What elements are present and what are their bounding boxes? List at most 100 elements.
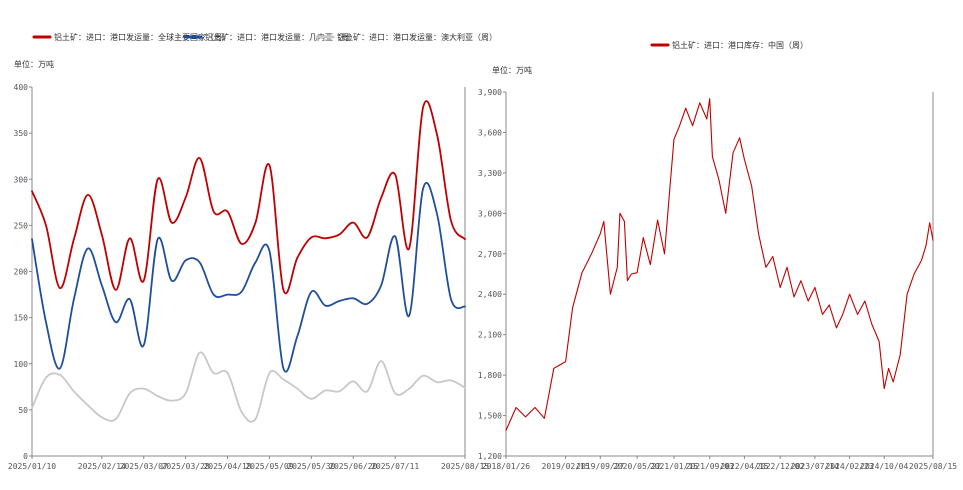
left-series-3-point [143, 388, 145, 390]
left-series-3-point [241, 411, 243, 413]
right-series-1-point [906, 293, 908, 295]
left-series-3-point [283, 379, 285, 381]
right-y-tick-label: 3,600 [478, 128, 502, 137]
left-series-2-point [241, 291, 243, 293]
right-series-1-point [793, 296, 795, 298]
left-series-1-point [366, 237, 368, 239]
right-series-1-point [664, 253, 666, 255]
left-x-tick-label: 2025/05/09 [245, 462, 293, 471]
left-series-3-point [45, 377, 47, 379]
right-series-lines [505, 98, 934, 431]
left-y-tick-label: 200 [14, 268, 29, 277]
left-series-3-point [464, 387, 466, 389]
left-series-2-point [283, 368, 285, 370]
left-series-1-point [227, 211, 229, 213]
left-series-2-point [422, 188, 424, 190]
left-legend-item[interactable]: 铝土矿：进口：港口发运量：几内亚（周） [183, 32, 357, 42]
left-x-tick-label: 2025/01/10 [8, 462, 56, 471]
left-legend-item[interactable]: 铝土矿：进口：港口发运量：全球主要国家（周） [32, 32, 230, 42]
right-series-1-point [800, 280, 802, 282]
left-series-2-point [59, 368, 61, 370]
left-series-3-point [129, 393, 131, 395]
right-series-1-point [624, 221, 626, 223]
right-series-1-point [921, 260, 923, 262]
left-series-3-point [422, 375, 424, 377]
right-series-line-1 [505, 98, 934, 431]
right-series-1-point [786, 267, 788, 269]
left-series-1-point [143, 280, 145, 282]
right-series-1-point [669, 186, 671, 188]
right-series-1-point [751, 186, 753, 188]
left-series-1-point [450, 220, 452, 222]
left-x-tick-label: 2025/03/07 [120, 462, 168, 471]
right-series-1-point [772, 256, 774, 258]
right-series-1-point [505, 430, 507, 432]
right-series-1-point [617, 267, 619, 269]
left-series-1-point [213, 211, 215, 213]
right-series-1-point [515, 407, 517, 409]
right-series-1-point [878, 341, 880, 343]
left-series-3-point [31, 407, 33, 409]
left-series-3-point [59, 374, 61, 376]
left-series-3-point [171, 400, 173, 402]
left-series-2-point [269, 250, 271, 252]
right-series-1-point [600, 233, 602, 235]
right-legend[interactable]: 铝土矿：进口：港口库存：中国（周） [650, 40, 808, 50]
left-series-2-point [408, 315, 410, 317]
right-series-1-point [685, 107, 687, 109]
left-chart: 铝土矿：进口：港口发运量：全球主要国家（周） 铝土矿：进口：港口发运量：几内亚（… [8, 32, 497, 471]
left-series-3-point [353, 381, 355, 383]
right-series-1-point [544, 418, 546, 420]
left-series-1-point [101, 234, 103, 236]
left-series-2-point [297, 335, 299, 337]
right-series-1-point [744, 159, 746, 161]
right-series-1-point [591, 253, 593, 255]
right-series-1-point [627, 280, 629, 282]
right-series-1-point [673, 138, 675, 140]
right-x-tick-label: 2024/02/23 [825, 462, 873, 471]
left-series-1-point [185, 197, 187, 199]
left-series-2-point [394, 236, 396, 238]
right-series-1-point [581, 272, 583, 274]
left-series-2-point [129, 298, 131, 300]
left-series-3-point [115, 418, 117, 420]
right-series-1-point [925, 245, 927, 247]
left-x-tick-label: 2025/04/18 [203, 462, 251, 471]
left-y-tick-label: 50 [18, 406, 28, 415]
left-legend-item[interactable]: 铝土矿：进口：港口发运量：澳大利亚（周） [315, 32, 497, 42]
right-series-1-point [899, 354, 901, 356]
left-series-2-point [45, 321, 47, 323]
left-series-3-point [73, 391, 75, 393]
left-series-3-point [269, 372, 271, 374]
right-x-tick-label: 2022/04/15 [720, 462, 768, 471]
right-y-tick-label: 1,200 [478, 452, 502, 461]
right-y-tick-label: 1,500 [478, 412, 502, 421]
left-x-tick-label: 2025/05/30 [287, 462, 335, 471]
left-series-line-1 [31, 100, 466, 295]
right-series-1-point [807, 300, 809, 302]
left-series-1-point [59, 287, 61, 289]
right-series-1-point [892, 381, 894, 383]
right-axes: 1,200 1,500 1,800 2,100 2,400 2,700 3,000 3,300… [478, 88, 957, 471]
right-series-1-point [709, 98, 711, 100]
left-series-3-point [408, 388, 410, 390]
left-series-2-point [101, 285, 103, 287]
left-series-3-point [450, 380, 452, 382]
right-series-1-point [643, 237, 645, 239]
left-series-3-point [185, 393, 187, 395]
left-series-3-point [87, 405, 89, 407]
right-y-tick-label: 3,300 [478, 169, 502, 178]
left-series-2-point [436, 214, 438, 216]
right-series-1-point [732, 152, 734, 154]
right-series-1-point [636, 272, 638, 274]
right-chart: 铝土矿：进口：港口库存：中国（周） 单位：万吨 1,200 1,500 1,800 2… [478, 40, 957, 471]
left-y-tick-label: 300 [14, 175, 29, 184]
right-series-1-point [553, 368, 555, 370]
left-series-2-point [143, 345, 145, 347]
left-x-tick-label: 2025/07/11 [371, 462, 419, 471]
left-series-2-point [171, 280, 173, 282]
left-series-1-point [283, 289, 285, 291]
left-y-tick-label: 350 [14, 129, 29, 138]
left-x-tick-label: 2025/02/14 [78, 462, 126, 471]
